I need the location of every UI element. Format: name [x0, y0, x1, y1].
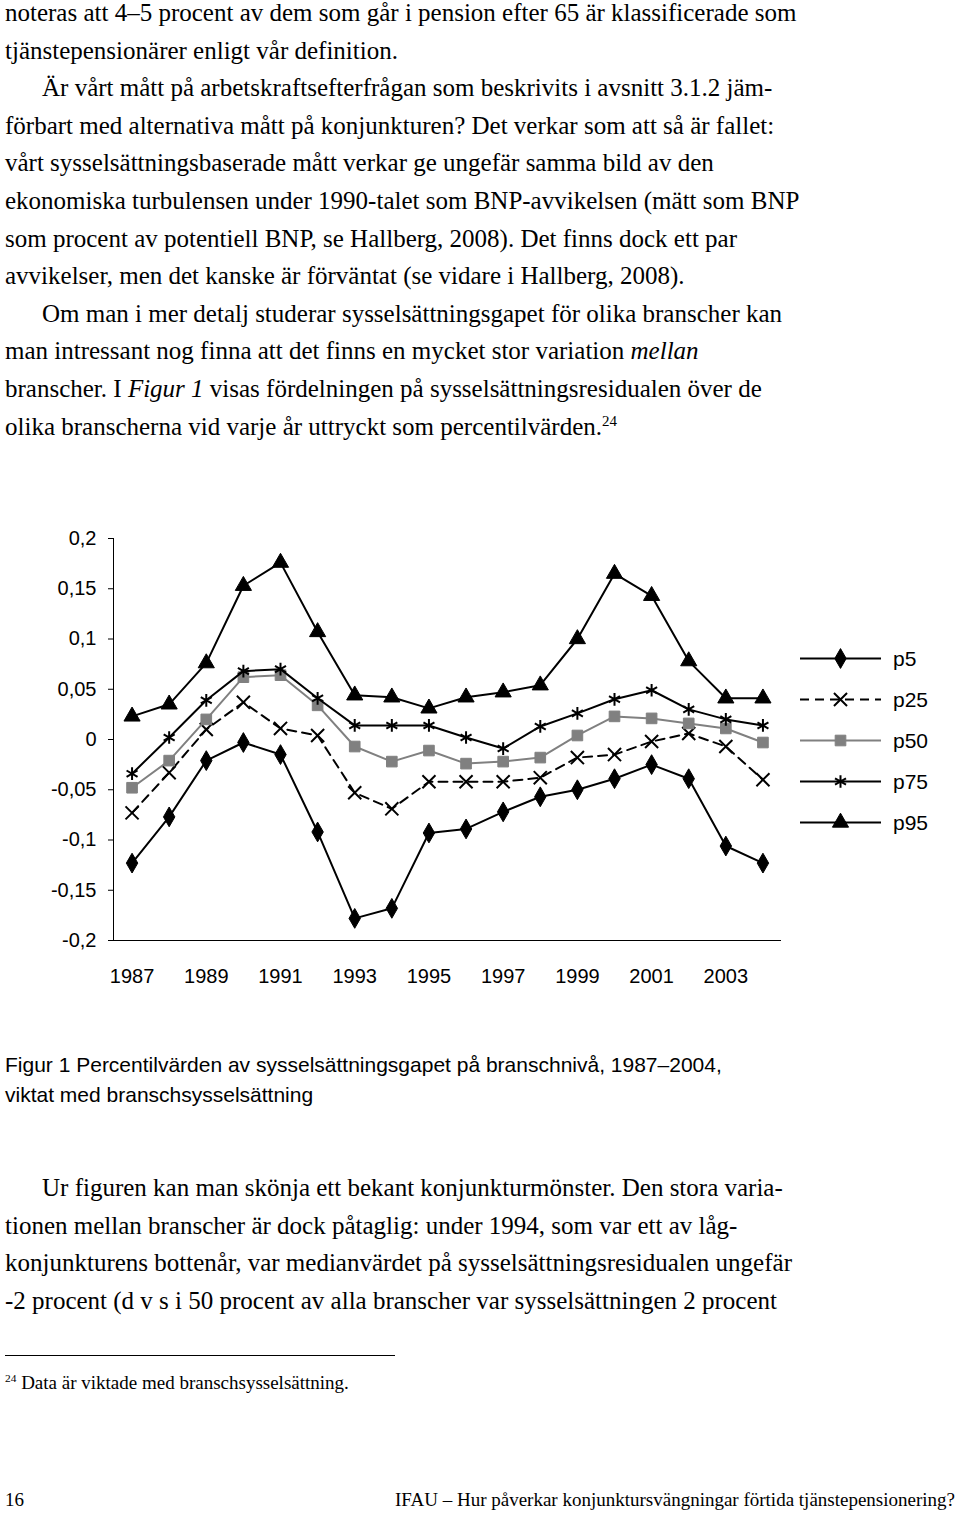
svg-text:0,15: 0,15 — [58, 577, 97, 599]
svg-text:2001: 2001 — [629, 965, 674, 987]
svg-text:1993: 1993 — [332, 965, 377, 987]
html-text:viktat med branschsysselsättni: viktat med branschsysselsättning — [5, 1083, 314, 1106]
html-text:-2 procent (d v s i 50 procent: -2 procent (d v s i 50 procent av alla b… — [5, 1286, 777, 1314]
svg-text:-0,05: -0,05 — [51, 778, 97, 800]
html-text:p95: p95 — [893, 810, 928, 834]
svg-text:1997: 1997 — [481, 965, 525, 987]
html-text:ekonomiska turbulensen under 1: ekonomiska turbulensen under 1990-talet … — [5, 187, 800, 214]
svg-text:0,1: 0,1 — [69, 627, 97, 649]
html-text:olika branscherna vid varje år: olika branscherna vid varje år uttryckt … — [5, 412, 617, 440]
svg-text:0: 0 — [85, 728, 96, 750]
html-text:avvikelser, men det kanske är: avvikelser, men det kanske är förväntat … — [5, 262, 685, 290]
html-text:man intressant nog finna att d: man intressant nog finna att det finns e… — [5, 337, 699, 365]
html-text:tjänstepensionärer enligt vår: tjänstepensionärer enligt vår definition… — [5, 36, 398, 64]
html-text:p50: p50 — [893, 728, 928, 752]
svg-text:0,2: 0,2 — [69, 527, 97, 549]
html-text:vårt sysselsättningsbaserade m: vårt sysselsättningsbaserade mått verkar… — [5, 149, 714, 177]
html-text:som procent av potentiell BNP,: som procent av potentiell BNP, se Hallbe… — [5, 224, 737, 252]
svg-text:2003: 2003 — [704, 965, 749, 987]
svg-text:1995: 1995 — [407, 965, 452, 987]
svg-text:1991: 1991 — [258, 965, 303, 987]
html-text:branscher. I Figur 1 visas för: branscher. I Figur 1 visas fördelningen … — [5, 374, 762, 402]
html-text:p75: p75 — [893, 769, 928, 793]
html-text:konjunkturens bottenår, var me: konjunkturens bottenår, var medianvärdet… — [5, 1249, 792, 1277]
svg-text:1987: 1987 — [110, 965, 155, 987]
html-text:tionen mellan branscher är doc: tionen mellan branscher är dock påtaglig… — [5, 1211, 738, 1239]
svg-text:1999: 1999 — [555, 965, 600, 987]
svg-text:0,05: 0,05 — [58, 678, 97, 700]
svg-text:-0,1: -0,1 — [62, 828, 96, 850]
html-text:24Data är viktade med branschs: 24Data är viktade med branschsysselsättn… — [5, 1371, 349, 1393]
html-text:förbart med alternativa mått p: förbart med alternativa mått på konjunkt… — [5, 111, 775, 139]
html-text:noteras att 4–5 procent av dem: noteras att 4–5 procent av dem som går i… — [5, 0, 797, 26]
html-text:Om man i mer detalj studerar s: Om man i mer detalj studerar sysselsättn… — [42, 299, 783, 327]
svg-text:-0,2: -0,2 — [62, 929, 96, 951]
html-text:16: 16 — [5, 1489, 24, 1510]
svg-text:1989: 1989 — [184, 965, 229, 987]
html-text:p25: p25 — [893, 687, 928, 711]
svg-text:-0,15: -0,15 — [51, 879, 97, 901]
html-text:Ur figuren kan man skönja ett: Ur figuren kan man skönja ett bekant kon… — [42, 1174, 783, 1201]
html-text:p5: p5 — [893, 646, 917, 670]
html-text:Är vårt mått på arbetskraftsef: Är vårt mått på arbetskraftsefterfrågan … — [42, 74, 773, 102]
html-text:IFAU – Hur påverkar konjunktur: IFAU – Hur påverkar konjunktursvängninga… — [395, 1489, 955, 1510]
html-text:Figur 1 Percentilvärden av sys: Figur 1 Percentilvärden av sysselsättnin… — [5, 1053, 722, 1076]
